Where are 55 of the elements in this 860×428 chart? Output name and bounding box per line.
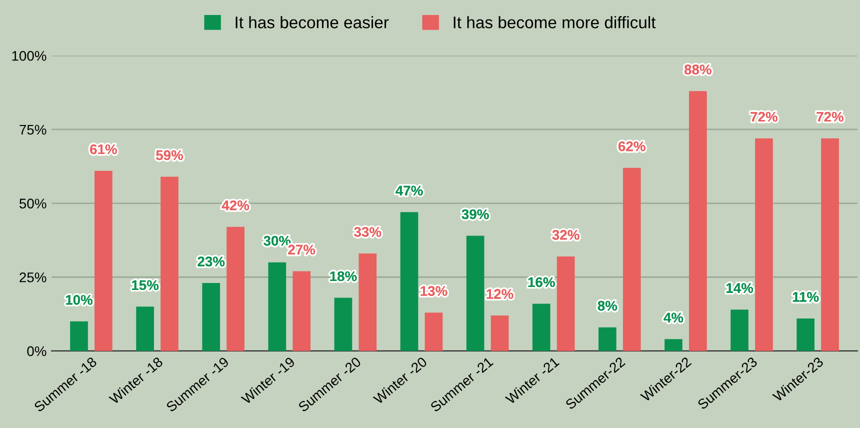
bar	[70, 321, 88, 351]
data-label: 47%	[396, 186, 423, 196]
data-label: 30%	[264, 236, 291, 246]
bar	[160, 176, 178, 351]
legend-label: It has become more difficult	[454, 16, 656, 28]
bar	[664, 339, 682, 351]
data-label: 10%	[66, 294, 93, 305]
bar	[268, 262, 286, 351]
bar	[796, 318, 814, 351]
bar	[598, 327, 616, 351]
legend-label: It has become easier	[236, 16, 389, 28]
bar	[226, 226, 244, 351]
bar	[730, 310, 748, 351]
data-label: 4%	[664, 312, 684, 322]
data-label: 18%	[330, 271, 357, 282]
bar	[622, 168, 641, 351]
bar	[202, 283, 220, 351]
bar	[424, 312, 443, 351]
data-label: 88%	[684, 64, 712, 74]
bar	[490, 316, 509, 351]
data-label: 8%	[598, 300, 618, 311]
bar	[136, 306, 154, 351]
bar	[466, 236, 484, 351]
data-label: 62%	[618, 141, 646, 152]
bar	[755, 138, 773, 351]
data-label: 27%	[288, 244, 316, 255]
y-tick-label: 75%	[20, 124, 46, 135]
data-label: 72%	[816, 112, 844, 122]
data-label: 15%	[132, 280, 159, 290]
data-label: 59%	[156, 150, 184, 160]
data-label: 61%	[90, 144, 117, 154]
bar	[688, 91, 707, 351]
bar	[358, 254, 377, 351]
y-tick-label: 50%	[19, 198, 46, 208]
data-label: 13%	[420, 286, 448, 296]
data-label: 72%	[750, 112, 778, 122]
bar	[556, 256, 575, 351]
y-tick-label: 100%	[12, 50, 46, 61]
bar	[821, 138, 839, 351]
data-label: 23%	[198, 256, 225, 266]
y-tick-label: 25%	[20, 272, 46, 282]
data-label: 42%	[222, 200, 250, 210]
bar	[400, 212, 418, 351]
bar	[334, 298, 352, 351]
data-label: 12%	[486, 289, 514, 299]
data-label: 33%	[354, 227, 382, 237]
data-label: 39%	[462, 209, 489, 220]
data-label: 14%	[726, 283, 754, 293]
bar	[292, 271, 311, 351]
y-tick-label: 0%	[27, 346, 46, 356]
data-label: 11%	[792, 292, 819, 302]
bar	[532, 304, 550, 351]
data-label: 32%	[552, 230, 580, 240]
bar	[94, 170, 112, 351]
data-label: 16%	[528, 277, 555, 288]
